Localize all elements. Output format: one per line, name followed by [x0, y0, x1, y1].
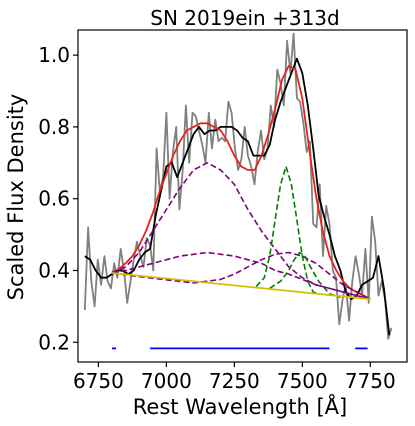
y-axis-label: Scaled Flux Density: [4, 94, 28, 301]
x-tick-label: 6750: [73, 369, 124, 393]
y-tick-label: 1.0: [38, 43, 70, 67]
plot-frame: [77, 29, 408, 363]
series-line-1: [84, 57, 391, 336]
y-tick-label: 0.2: [38, 330, 70, 354]
y-tick-label: 0.6: [38, 187, 70, 211]
y-tick-label: 0.4: [38, 258, 70, 282]
series-line-6: [255, 165, 319, 295]
x-tick-label: 7000: [141, 369, 192, 393]
plot-area: [83, 32, 393, 350]
chart-title: SN 2019ein +313d: [150, 6, 339, 30]
x-axis-label: Rest Wavelength [Å]: [133, 393, 347, 419]
series-line-0: [83, 32, 393, 340]
series-line-2: [111, 65, 371, 300]
x-tick-label: 7750: [345, 369, 396, 393]
y-axis: 0.2 0.4 0.6 0.8 1.0: [38, 43, 78, 354]
x-tick-label: 7500: [277, 369, 328, 393]
series-line-5: [111, 251, 371, 300]
x-axis: 6750 7000 7250 7500 7750: [73, 362, 396, 393]
series-line-8: [111, 272, 371, 301]
series-line-7: [269, 251, 341, 299]
y-tick-label: 0.8: [38, 115, 70, 139]
x-tick-label: 7250: [209, 369, 260, 393]
series-line-3: [111, 162, 371, 300]
series-line-4: [111, 251, 371, 300]
